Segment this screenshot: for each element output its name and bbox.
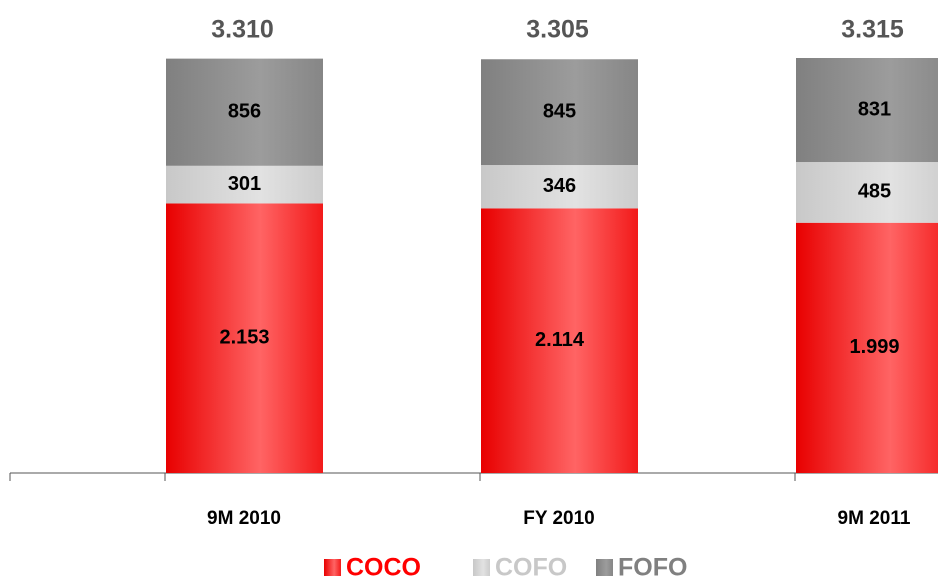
bar-segment — [796, 58, 938, 163]
legend-label: COFO — [495, 554, 567, 582]
legend-label: FOFO — [618, 554, 687, 582]
value-label: 485 — [858, 181, 891, 203]
bar-segment — [166, 58, 323, 166]
value-label: 2.114 — [535, 329, 585, 351]
value-label: 845 — [543, 100, 576, 122]
bar-segment — [481, 208, 638, 473]
legend-swatch — [473, 559, 490, 576]
legend-swatch — [596, 559, 613, 576]
value-label: 346 — [543, 175, 576, 197]
bar-segment — [796, 162, 938, 223]
x-tick-label: 9M 2011 — [838, 508, 911, 529]
bar-segment — [166, 203, 323, 473]
total-label: 3.315 — [841, 16, 904, 44]
total-label: 3.305 — [526, 16, 589, 44]
x-tick-label: 9M 2010 — [207, 508, 281, 529]
x-tick-label: FY 2010 — [523, 508, 594, 529]
bar-segment — [481, 165, 638, 209]
value-label: 856 — [228, 100, 261, 122]
total-label: 3.310 — [211, 16, 274, 44]
bar-segment — [481, 59, 638, 166]
value-label: 2.153 — [219, 327, 269, 349]
legend-swatch — [324, 559, 341, 576]
bar-segment — [166, 165, 323, 204]
value-label: 1.999 — [849, 336, 899, 358]
value-label: 831 — [858, 98, 891, 120]
bar-segment — [796, 222, 938, 473]
value-label: 301 — [228, 173, 261, 195]
legend-label: COCO — [346, 554, 421, 582]
